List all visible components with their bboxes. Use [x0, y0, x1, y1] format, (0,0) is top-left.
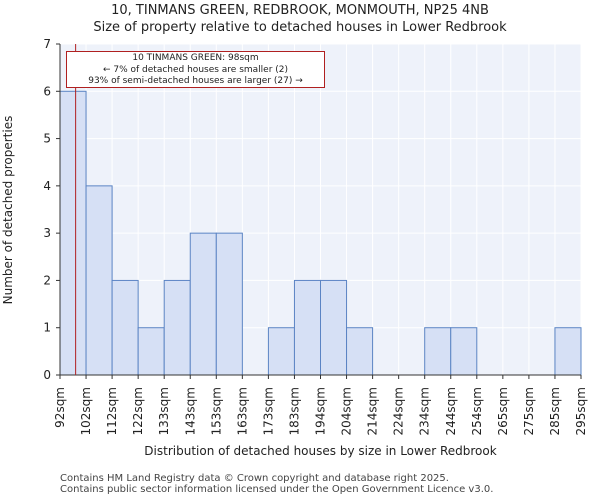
x-tick-label-204sqm: 204sqm [340, 387, 354, 435]
bar-122sqm [137, 327, 165, 376]
annotation-line-2: ← 7% of detached houses are smaller (2) [102, 64, 289, 75]
y-tick-label-1: 1 [43, 321, 51, 335]
y-tick-label-6: 6 [43, 84, 51, 98]
x-tick-label-265sqm: 265sqm [496, 387, 510, 435]
bar-285sqm [554, 327, 582, 376]
y-tick-label-7: 7 [43, 37, 51, 51]
bar-183sqm [293, 279, 322, 376]
y-tick-label-3: 3 [43, 226, 51, 240]
chart-subtitle: Size of property relative to detached ho… [93, 20, 507, 35]
y-tick-label-4: 4 [43, 179, 51, 193]
bar-153sqm [215, 232, 243, 376]
bar-194sqm [320, 279, 348, 376]
property-annotation: 10 TINMANS GREEN: 98sqm ← 7% of detached… [66, 51, 325, 88]
y-tick-label-2: 2 [43, 273, 51, 287]
y-tick-label-5: 5 [43, 132, 51, 146]
x-tick-label-224sqm: 224sqm [392, 387, 406, 435]
bar-204sqm [346, 327, 374, 376]
bar-244sqm [450, 327, 478, 376]
x-tick-label-214sqm: 214sqm [366, 387, 380, 435]
x-tick-label-112sqm: 112sqm [105, 387, 119, 435]
x-tick-label-102sqm: 102sqm [79, 387, 93, 435]
x-tick-label-163sqm: 163sqm [235, 387, 249, 435]
x-tick-label-143sqm: 143sqm [183, 387, 197, 435]
x-tick-label-173sqm: 173sqm [261, 387, 275, 435]
bar-112sqm [111, 279, 139, 376]
x-tick-label-92sqm: 92sqm [53, 387, 67, 428]
bar-143sqm [189, 232, 217, 376]
x-tick-label-244sqm: 244sqm [444, 387, 458, 435]
x-tick-label-122sqm: 122sqm [131, 387, 145, 435]
bar-92sqm [59, 90, 87, 376]
x-tick-label-133sqm: 133sqm [157, 387, 171, 435]
footer-copyright: Contains HM Land Registry data © Crown c… [60, 473, 449, 484]
x-tick-label-183sqm: 183sqm [287, 387, 301, 435]
y-axis-label: Number of detached properties [1, 115, 15, 305]
x-tick-label-295sqm: 295sqm [574, 387, 588, 435]
x-tick-label-194sqm: 194sqm [314, 387, 328, 435]
x-tick-label-285sqm: 285sqm [548, 387, 562, 435]
annotation-line-3: 93% of semi-detached houses are larger (… [88, 76, 303, 86]
bar-133sqm [163, 279, 191, 376]
bar-234sqm [424, 327, 452, 376]
bar-102sqm [85, 185, 113, 376]
footer-licence: Contains public sector information licen… [60, 484, 494, 495]
x-tick-label-254sqm: 254sqm [470, 387, 484, 435]
x-axis-label: Distribution of detached houses by size … [144, 444, 497, 458]
bar-173sqm [267, 327, 295, 376]
chart-title: 10, TINMANS GREEN, REDBROOK, MONMOUTH, N… [111, 3, 489, 18]
x-tick-label-153sqm: 153sqm [209, 387, 223, 435]
annotation-line-1: 10 TINMANS GREEN: 98sqm [132, 53, 259, 63]
x-tick-label-234sqm: 234sqm [418, 387, 432, 435]
y-tick-label-0: 0 [43, 368, 51, 382]
x-tick-label-275sqm: 275sqm [522, 387, 536, 435]
